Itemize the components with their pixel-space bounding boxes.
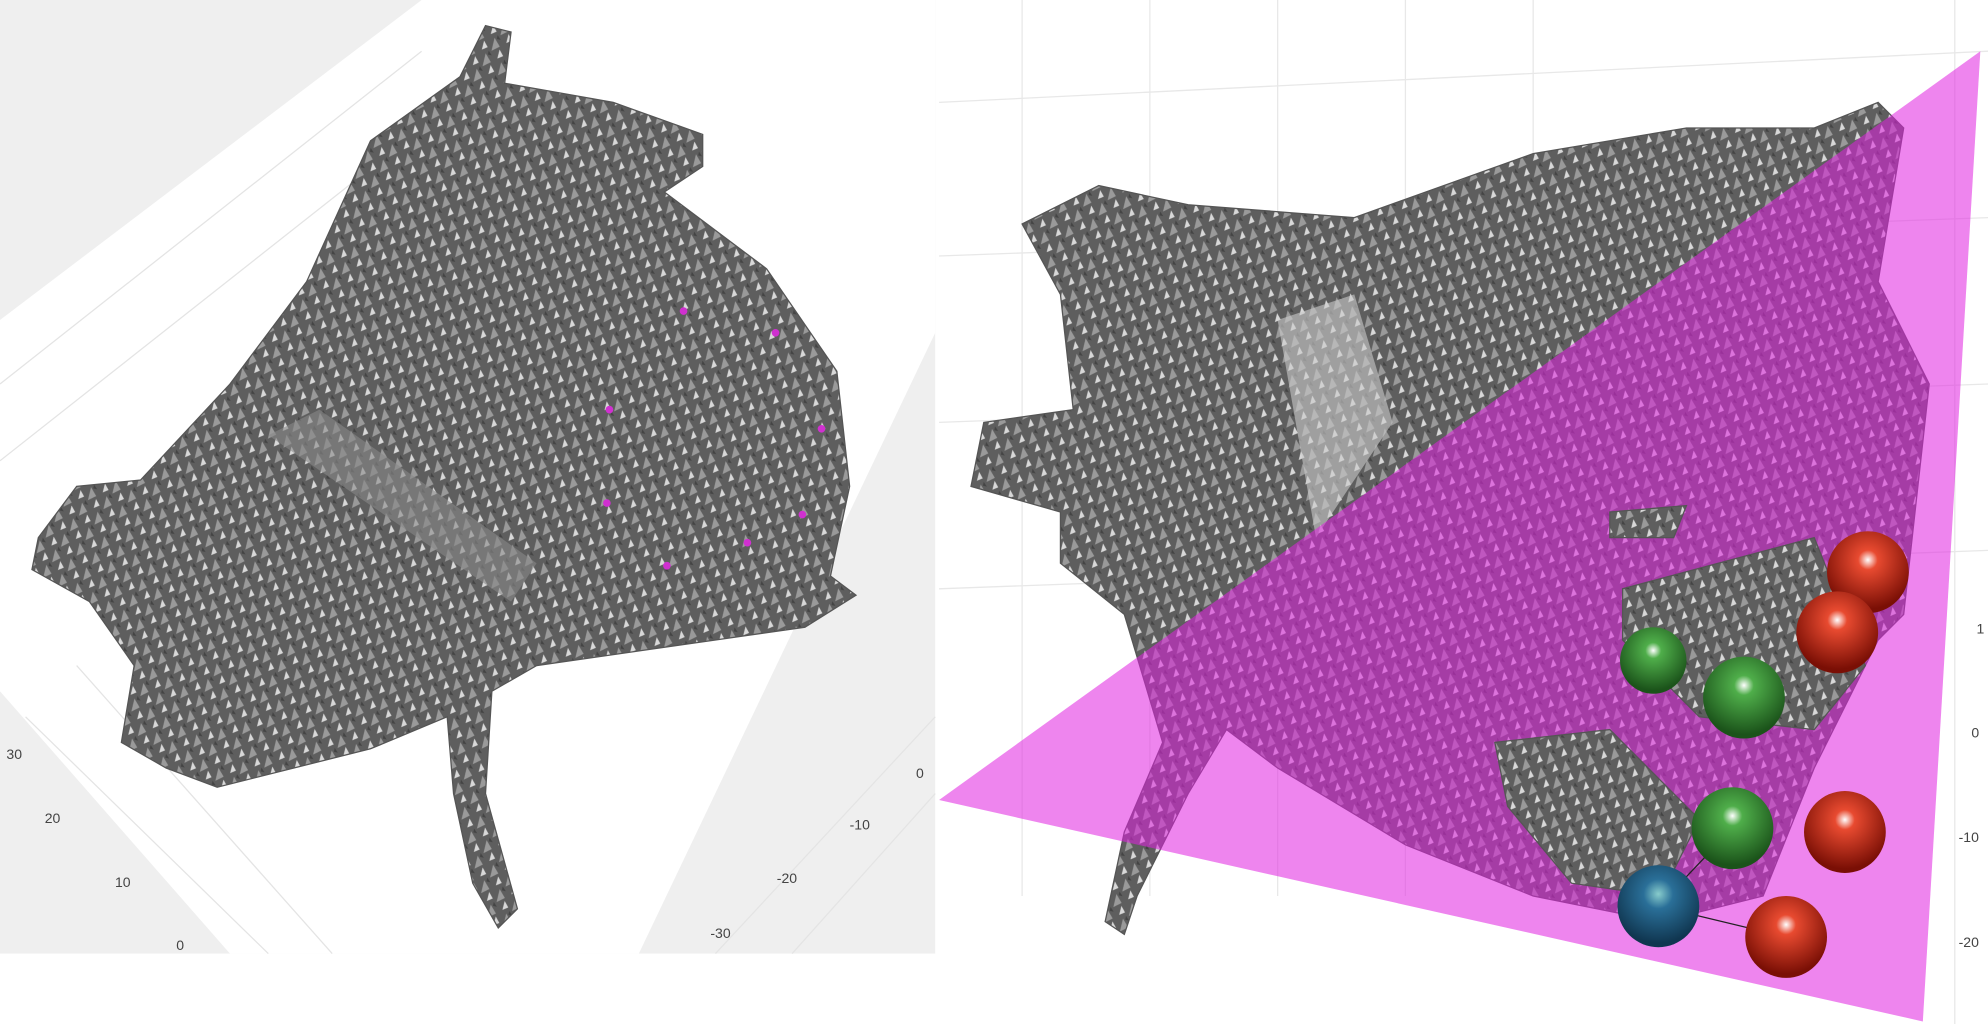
left-panel: 30 20 10 0 0 -10 -20 -30 — [0, 0, 936, 955]
cutting-plane — [939, 51, 1981, 1022]
axis-tick-label: -30 — [710, 925, 730, 941]
axis-tick-label: -10 — [850, 816, 870, 832]
axis-tick-label: 10 — [115, 874, 131, 890]
markers — [603, 307, 826, 570]
mesh-highlight — [268, 409, 537, 602]
axis-tick-label: 0 — [1971, 724, 1979, 740]
grid — [0, 50, 936, 955]
heart-mesh — [31, 24, 858, 930]
axis-tick-label: 0 — [176, 937, 184, 953]
axis-tick-label: 30 — [6, 746, 22, 762]
axis-tick-label: 20 — [45, 810, 61, 826]
axis-tick-label: -10 — [1959, 829, 1979, 845]
mesh-section — [1494, 504, 1867, 897]
axis-tick-label: -20 — [1959, 934, 1979, 950]
axis-tick-label: 1 — [1977, 621, 1985, 637]
axis-tick-label: 0 — [916, 765, 924, 781]
mesh-highlight — [1277, 294, 1393, 538]
electrodes — [1617, 531, 1909, 978]
axis-tick-label: -20 — [777, 870, 797, 886]
right-panel: 1 0 -10 -20 — [939, 0, 1988, 1024]
